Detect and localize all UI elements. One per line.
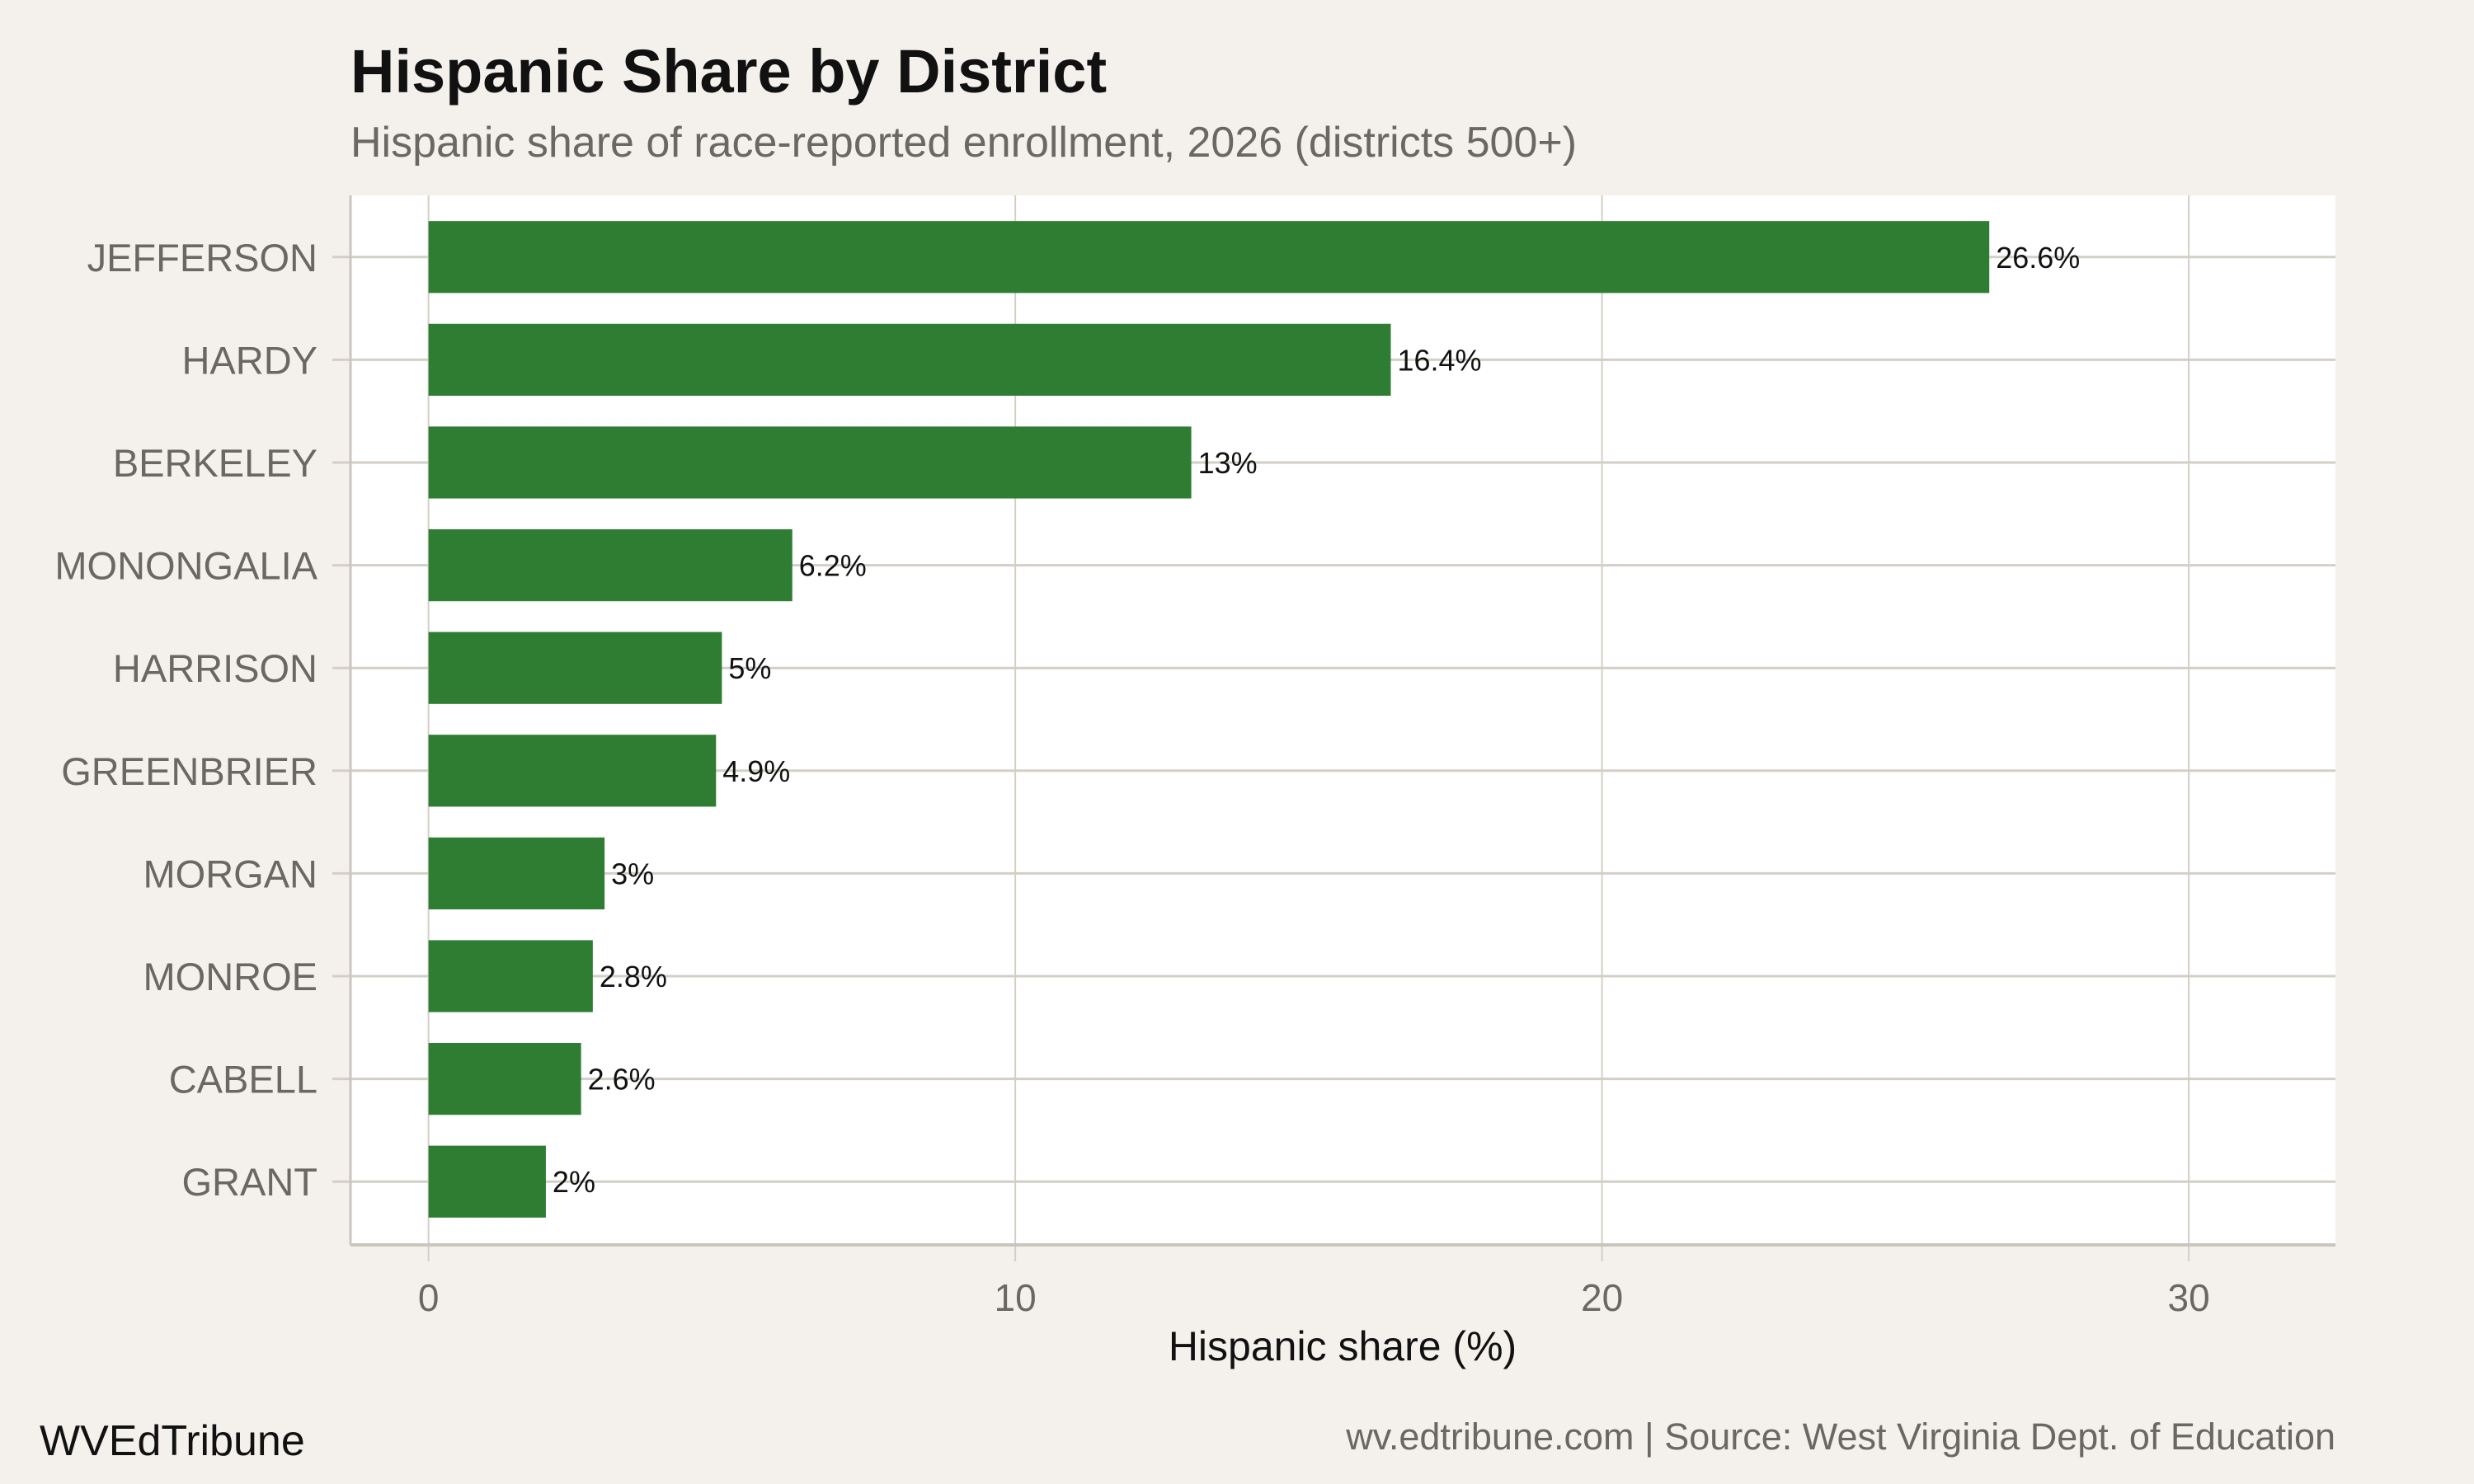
data-label: 13% xyxy=(1198,446,1258,480)
data-label: 3% xyxy=(611,857,654,890)
category-label: CABELL xyxy=(169,1058,317,1101)
x-tick-label: 0 xyxy=(418,1276,440,1319)
bar xyxy=(428,221,1990,294)
data-label: 26.6% xyxy=(1996,241,2080,275)
data-label: 6.2% xyxy=(799,549,867,583)
brand-logo-text: WVEdTribune xyxy=(40,1417,305,1465)
bar xyxy=(428,632,722,704)
bar xyxy=(428,1043,581,1115)
bar xyxy=(428,1145,546,1218)
bars: 26.6% 16.4% 13% 6.2% 5% 4.9% 3% 2.8% 2.6% 2% xyxy=(428,221,2080,1218)
data-label: 4.9% xyxy=(722,754,790,788)
data-label: 2% xyxy=(553,1165,595,1199)
category-label: MONONGALIA xyxy=(54,544,317,588)
data-label: 16.4% xyxy=(1397,343,1481,377)
category-labels: JEFFERSON HARDY BERKELEY MONONGALIA HARRISON… xyxy=(54,236,317,1204)
bar xyxy=(428,837,605,910)
category-label: GREENBRIER xyxy=(61,749,317,793)
data-label: 2.8% xyxy=(600,960,667,993)
bar xyxy=(428,323,1391,396)
data-label: 2.6% xyxy=(588,1063,656,1097)
bar xyxy=(428,940,593,1012)
x-tick-labels: 0 10 20 30 xyxy=(418,1276,2210,1319)
source-caption: wv.edtribune.com | Source: West Virginia… xyxy=(1345,1416,2335,1458)
category-label: GRANT xyxy=(182,1160,318,1204)
category-label: BERKELEY xyxy=(113,441,317,485)
category-label: MONROE xyxy=(143,955,318,998)
bar xyxy=(428,735,717,807)
chart-title: Hispanic Share by District xyxy=(350,37,1107,106)
x-tick-label: 20 xyxy=(1581,1276,1623,1319)
x-tick-label: 30 xyxy=(2168,1276,2210,1319)
data-label: 5% xyxy=(728,651,771,685)
bar xyxy=(428,426,1192,499)
chart-subtitle: Hispanic share of race-reported enrollme… xyxy=(350,119,1577,167)
category-label: HARRISON xyxy=(113,646,317,690)
x-tick-label: 10 xyxy=(995,1276,1037,1319)
x-axis-title: Hispanic share (%) xyxy=(1169,1323,1517,1369)
bar xyxy=(428,528,793,602)
category-label: JEFFERSON xyxy=(87,236,317,279)
category-label: HARDY xyxy=(181,338,317,382)
category-label: MORGAN xyxy=(143,852,318,895)
